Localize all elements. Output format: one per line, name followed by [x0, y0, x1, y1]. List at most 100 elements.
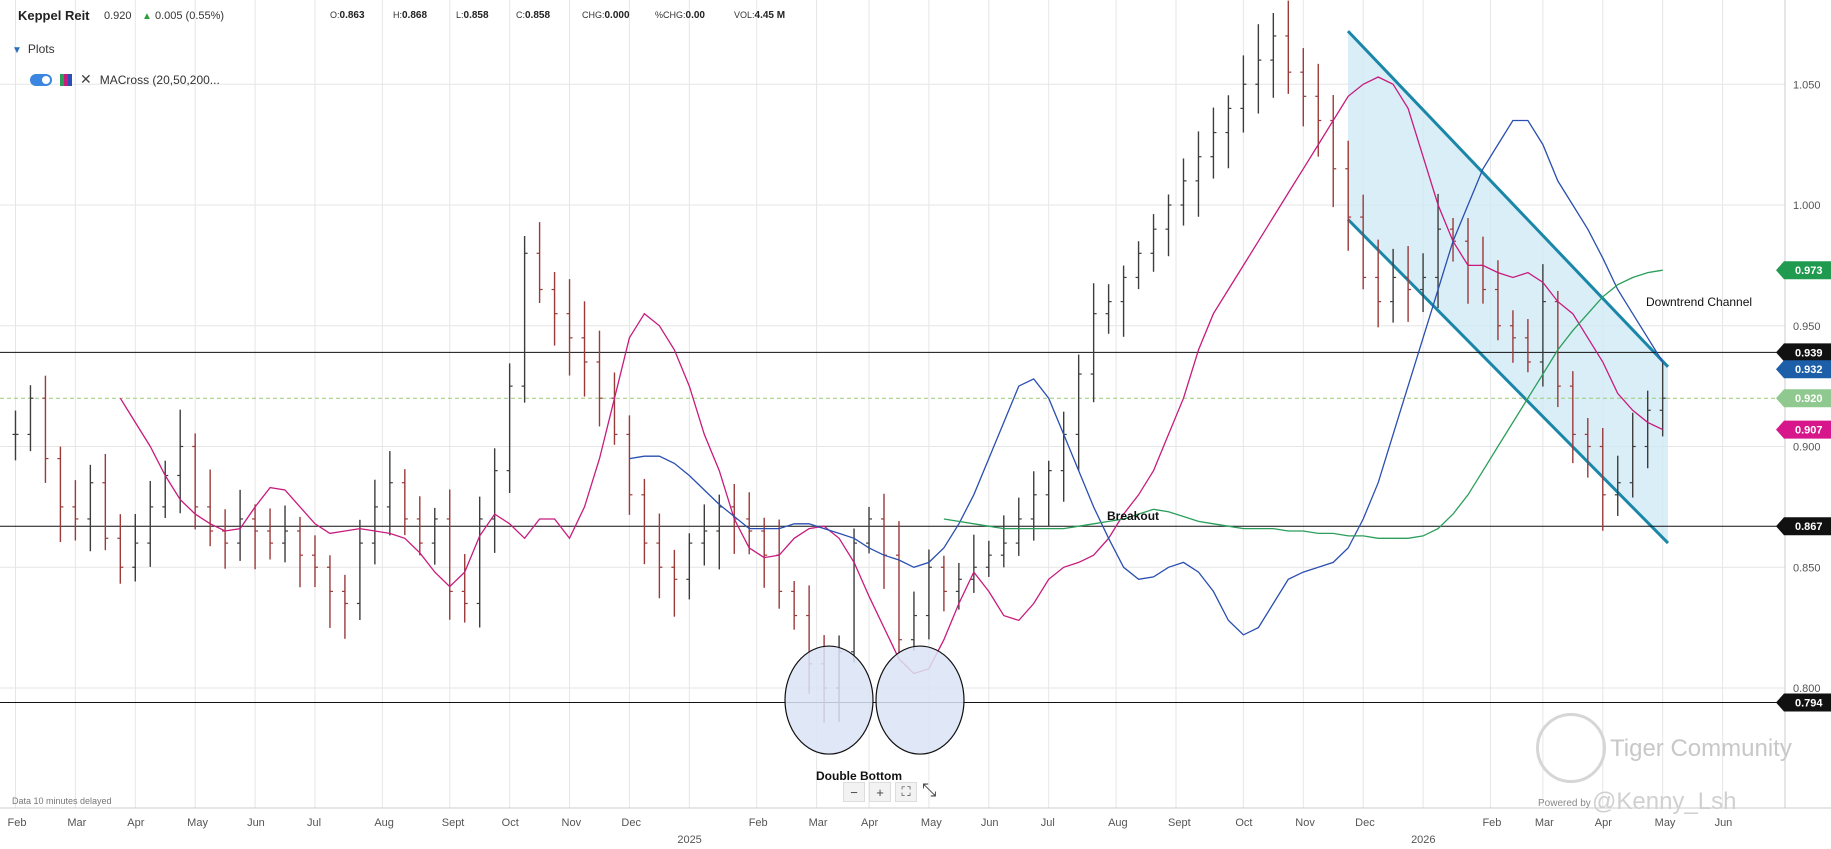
price-bar: [207, 469, 214, 547]
x-year-label: 2025: [677, 834, 701, 846]
price-tag-label: 0.794: [1795, 697, 1823, 709]
x-tick-label: Jun: [1715, 817, 1733, 829]
price-bar: [1644, 390, 1651, 469]
watermark-text: Tiger Community: [1610, 735, 1792, 762]
price-bar: [1090, 283, 1097, 403]
price-bar: [1345, 140, 1352, 251]
price-bar: [311, 535, 318, 588]
price-bar: [386, 451, 393, 536]
annotation-breakout: Breakout: [1107, 509, 1159, 523]
close-icon[interactable]: ✕: [80, 71, 92, 87]
price-bar: [596, 330, 603, 427]
price-bar: [1210, 107, 1217, 179]
price-bar: [1165, 194, 1172, 257]
tiger-logo-watermark: [1536, 713, 1606, 783]
zoom-out-button[interactable]: −: [843, 782, 865, 802]
open-number: 0.863: [339, 10, 365, 21]
price-tag-bg: [1776, 261, 1831, 280]
price-bar: [955, 562, 962, 610]
pchg-value: %CHG:0.00: [655, 10, 705, 21]
author-watermark: @Kenny_Lsh: [1592, 788, 1737, 815]
pchg-label: %CHG:: [655, 10, 686, 20]
plots-toggle[interactable]: ▼ Plots: [12, 42, 55, 56]
price-bar: [1045, 460, 1052, 527]
price-bar: [117, 514, 124, 584]
price-change: ▲ 0.005 (0.55%): [142, 10, 224, 22]
price-bar: [866, 506, 873, 554]
price-bar: [985, 540, 992, 577]
price-bar: [1015, 497, 1022, 556]
last-price: 0.920: [104, 10, 132, 22]
price-tag-bg: [1776, 420, 1831, 439]
price-bar: [491, 448, 498, 553]
y-tick-label: 0.900: [1793, 442, 1821, 454]
vol-label: VOL:: [734, 10, 755, 20]
price-tag: 0.920: [1776, 389, 1831, 408]
x-tick-label: Apr: [127, 817, 144, 829]
close-number: 0.858: [525, 10, 551, 21]
price-bar: [1285, 0, 1292, 94]
price-bar: [446, 489, 453, 620]
price-tag-label: 0.932: [1795, 364, 1823, 376]
fit-button[interactable]: ⛶: [895, 782, 917, 802]
vol-number: 4.45 M: [754, 10, 786, 21]
price-bar: [177, 409, 184, 514]
x-tick-label: Oct: [1235, 817, 1252, 829]
price-bar: [282, 505, 289, 563]
x-tick-label: Dec: [1355, 817, 1375, 829]
price-bar: [1524, 319, 1531, 373]
x-tick-label: Apr: [861, 817, 878, 829]
price-bar: [881, 493, 887, 589]
price-bar: [222, 509, 229, 569]
price-bar: [925, 549, 932, 640]
price-bar: [102, 454, 109, 551]
price-bar: [1180, 158, 1187, 226]
close-value: C:0.858: [516, 10, 550, 21]
price-bar: [42, 375, 49, 483]
price-bar: [476, 496, 483, 628]
volume-value: VOL:4.45 M: [734, 10, 785, 21]
price-bar: [895, 521, 902, 654]
price-tag: 0.794: [1776, 693, 1831, 712]
x-year-label: 2026: [1411, 834, 1435, 846]
zoom-in-button[interactable]: +: [869, 782, 891, 802]
price-bar: [1255, 24, 1262, 114]
price-tag-bg: [1776, 389, 1831, 408]
x-tick-label: Apr: [1595, 817, 1612, 829]
price-bar: [461, 554, 468, 623]
price-bar: [1659, 362, 1666, 437]
high-value: H:0.868: [393, 10, 427, 21]
up-arrow-icon: ▲: [142, 11, 152, 22]
y-tick-label: 1.000: [1793, 200, 1821, 212]
price-bar: [237, 489, 244, 561]
color-swatch-icon[interactable]: [60, 73, 72, 86]
price-bar: [1599, 427, 1606, 531]
price-bar: [761, 517, 768, 588]
price-bar: [656, 513, 663, 599]
price-bar: [521, 235, 528, 403]
x-tick-label: Jun: [981, 817, 999, 829]
price-bar: [566, 279, 573, 376]
indicator-toggle[interactable]: [30, 73, 52, 86]
y-tick-label: 1.050: [1793, 79, 1821, 91]
price-tag: 0.907: [1776, 420, 1831, 439]
price-bar: [371, 479, 378, 565]
price-bar: [1390, 248, 1397, 323]
price-bar: [940, 555, 947, 612]
channel-upper-line: [1346, 30, 1670, 368]
indicator-row: ✕ MACross (20,50,200...: [30, 71, 220, 88]
low-value: L:0.858: [456, 10, 489, 21]
price-bar: [267, 508, 274, 560]
resize-handle-icon[interactable]: ⤡: [922, 780, 937, 800]
price-bar: [27, 385, 34, 452]
x-tick-label: May: [921, 817, 942, 829]
price-tag: 0.973: [1776, 261, 1831, 280]
price-bar: [1614, 455, 1621, 516]
price-bar: [326, 555, 333, 628]
high-label: H:: [393, 10, 402, 20]
double-bottom-circle-1: [784, 645, 874, 755]
chg-value: CHG:0.000: [582, 10, 630, 21]
price-bar: [1195, 131, 1202, 217]
symbol-title: Keppel Reit: [18, 8, 90, 23]
